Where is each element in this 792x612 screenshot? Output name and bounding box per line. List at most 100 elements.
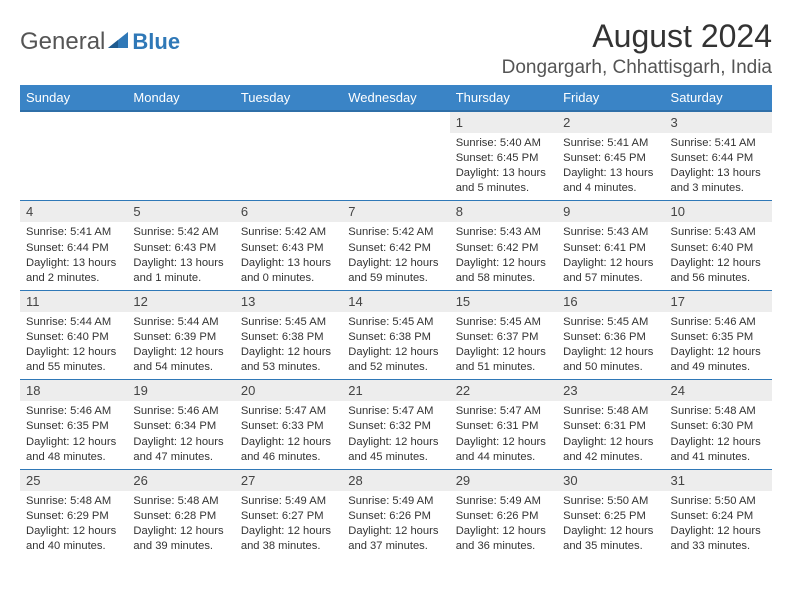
day-details: Sunrise: 5:44 AMSunset: 6:39 PMDaylight:… <box>127 312 234 379</box>
brand-name-a: General <box>20 28 105 56</box>
calendar-day-cell: 31Sunrise: 5:50 AMSunset: 6:24 PMDayligh… <box>665 469 772 558</box>
location-text: Dongargarh, Chhattisgarh, India <box>502 57 772 79</box>
weekday-header: Monday <box>127 85 234 111</box>
calendar-day-cell: 9Sunrise: 5:43 AMSunset: 6:41 PMDaylight… <box>557 201 664 290</box>
calendar-day-cell: 15Sunrise: 5:45 AMSunset: 6:37 PMDayligh… <box>450 290 557 379</box>
weekday-header: Sunday <box>20 85 127 111</box>
calendar-day-cell: 18Sunrise: 5:46 AMSunset: 6:35 PMDayligh… <box>20 380 127 469</box>
brand-triangle-icon <box>108 31 130 54</box>
calendar-day-cell: 21Sunrise: 5:47 AMSunset: 6:32 PMDayligh… <box>342 380 449 469</box>
day-details: Sunrise: 5:45 AMSunset: 6:36 PMDaylight:… <box>557 312 664 379</box>
calendar-table: SundayMondayTuesdayWednesdayThursdayFrid… <box>20 85 772 558</box>
day-number: 5 <box>127 201 234 222</box>
day-details: Sunrise: 5:41 AMSunset: 6:44 PMDaylight:… <box>20 222 127 289</box>
day-details: Sunrise: 5:43 AMSunset: 6:40 PMDaylight:… <box>665 222 772 289</box>
day-number: 28 <box>342 470 449 491</box>
day-details: Sunrise: 5:43 AMSunset: 6:41 PMDaylight:… <box>557 222 664 289</box>
day-number: 1 <box>450 112 557 133</box>
day-number: 4 <box>20 201 127 222</box>
day-number: 17 <box>665 291 772 312</box>
calendar-day-cell: 28Sunrise: 5:49 AMSunset: 6:26 PMDayligh… <box>342 469 449 558</box>
day-details: Sunrise: 5:46 AMSunset: 6:35 PMDaylight:… <box>665 312 772 379</box>
calendar-body: 1Sunrise: 5:40 AMSunset: 6:45 PMDaylight… <box>20 111 772 558</box>
day-number: 29 <box>450 470 557 491</box>
day-details: Sunrise: 5:46 AMSunset: 6:35 PMDaylight:… <box>20 401 127 468</box>
day-number: 8 <box>450 201 557 222</box>
day-number: 15 <box>450 291 557 312</box>
calendar-day-cell: 30Sunrise: 5:50 AMSunset: 6:25 PMDayligh… <box>557 469 664 558</box>
day-details: Sunrise: 5:40 AMSunset: 6:45 PMDaylight:… <box>450 133 557 200</box>
calendar-day-cell: 2Sunrise: 5:41 AMSunset: 6:45 PMDaylight… <box>557 111 664 201</box>
weekday-header: Tuesday <box>235 85 342 111</box>
calendar-day-cell: 4Sunrise: 5:41 AMSunset: 6:44 PMDaylight… <box>20 201 127 290</box>
day-details: Sunrise: 5:47 AMSunset: 6:32 PMDaylight:… <box>342 401 449 468</box>
day-details: Sunrise: 5:48 AMSunset: 6:28 PMDaylight:… <box>127 491 234 558</box>
day-details: Sunrise: 5:43 AMSunset: 6:42 PMDaylight:… <box>450 222 557 289</box>
calendar-day-cell: 24Sunrise: 5:48 AMSunset: 6:30 PMDayligh… <box>665 380 772 469</box>
calendar-week-row: 4Sunrise: 5:41 AMSunset: 6:44 PMDaylight… <box>20 201 772 290</box>
day-details: Sunrise: 5:45 AMSunset: 6:38 PMDaylight:… <box>342 312 449 379</box>
calendar-day-cell: 14Sunrise: 5:45 AMSunset: 6:38 PMDayligh… <box>342 290 449 379</box>
day-details: Sunrise: 5:45 AMSunset: 6:38 PMDaylight:… <box>235 312 342 379</box>
weekday-header: Saturday <box>665 85 772 111</box>
day-number: 24 <box>665 380 772 401</box>
calendar-day-cell: 26Sunrise: 5:48 AMSunset: 6:28 PMDayligh… <box>127 469 234 558</box>
day-details: Sunrise: 5:41 AMSunset: 6:45 PMDaylight:… <box>557 133 664 200</box>
day-details: Sunrise: 5:47 AMSunset: 6:31 PMDaylight:… <box>450 401 557 468</box>
day-number: 14 <box>342 291 449 312</box>
day-number: 16 <box>557 291 664 312</box>
day-number: 11 <box>20 291 127 312</box>
day-number: 9 <box>557 201 664 222</box>
title-block: August 2024 Dongargarh, Chhattisgarh, In… <box>502 18 772 79</box>
weekday-header: Thursday <box>450 85 557 111</box>
day-number: 23 <box>557 380 664 401</box>
day-details: Sunrise: 5:41 AMSunset: 6:44 PMDaylight:… <box>665 133 772 200</box>
header: General Blue August 2024 Dongargarh, Chh… <box>20 18 772 79</box>
day-number: 19 <box>127 380 234 401</box>
day-details: Sunrise: 5:42 AMSunset: 6:43 PMDaylight:… <box>127 222 234 289</box>
day-details: Sunrise: 5:49 AMSunset: 6:27 PMDaylight:… <box>235 491 342 558</box>
calendar-day-cell: 20Sunrise: 5:47 AMSunset: 6:33 PMDayligh… <box>235 380 342 469</box>
calendar-day-cell: 1Sunrise: 5:40 AMSunset: 6:45 PMDaylight… <box>450 111 557 201</box>
day-number: 30 <box>557 470 664 491</box>
brand-name-b: Blue <box>132 29 180 54</box>
calendar-day-cell: 19Sunrise: 5:46 AMSunset: 6:34 PMDayligh… <box>127 380 234 469</box>
day-details: Sunrise: 5:46 AMSunset: 6:34 PMDaylight:… <box>127 401 234 468</box>
day-number: 10 <box>665 201 772 222</box>
day-number: 7 <box>342 201 449 222</box>
calendar-day-cell: 27Sunrise: 5:49 AMSunset: 6:27 PMDayligh… <box>235 469 342 558</box>
day-number: 2 <box>557 112 664 133</box>
day-number: 12 <box>127 291 234 312</box>
calendar-day-cell: 3Sunrise: 5:41 AMSunset: 6:44 PMDaylight… <box>665 111 772 201</box>
day-details: Sunrise: 5:42 AMSunset: 6:43 PMDaylight:… <box>235 222 342 289</box>
calendar-day-cell: 11Sunrise: 5:44 AMSunset: 6:40 PMDayligh… <box>20 290 127 379</box>
day-number: 21 <box>342 380 449 401</box>
calendar-day-cell: 13Sunrise: 5:45 AMSunset: 6:38 PMDayligh… <box>235 290 342 379</box>
calendar-day-cell: 16Sunrise: 5:45 AMSunset: 6:36 PMDayligh… <box>557 290 664 379</box>
weekday-header: Friday <box>557 85 664 111</box>
calendar-day-cell: 7Sunrise: 5:42 AMSunset: 6:42 PMDaylight… <box>342 201 449 290</box>
day-details: Sunrise: 5:50 AMSunset: 6:25 PMDaylight:… <box>557 491 664 558</box>
day-number: 25 <box>20 470 127 491</box>
calendar-week-row: 18Sunrise: 5:46 AMSunset: 6:35 PMDayligh… <box>20 380 772 469</box>
day-number: 18 <box>20 380 127 401</box>
day-number: 26 <box>127 470 234 491</box>
day-details: Sunrise: 5:44 AMSunset: 6:40 PMDaylight:… <box>20 312 127 379</box>
day-details: Sunrise: 5:47 AMSunset: 6:33 PMDaylight:… <box>235 401 342 468</box>
calendar-week-row: 25Sunrise: 5:48 AMSunset: 6:29 PMDayligh… <box>20 469 772 558</box>
day-number: 20 <box>235 380 342 401</box>
calendar-week-row: 11Sunrise: 5:44 AMSunset: 6:40 PMDayligh… <box>20 290 772 379</box>
day-details: Sunrise: 5:45 AMSunset: 6:37 PMDaylight:… <box>450 312 557 379</box>
calendar-header: SundayMondayTuesdayWednesdayThursdayFrid… <box>20 85 772 111</box>
day-details: Sunrise: 5:48 AMSunset: 6:30 PMDaylight:… <box>665 401 772 468</box>
brand-logo: General Blue <box>20 18 180 56</box>
day-number: 31 <box>665 470 772 491</box>
calendar-day-cell: 10Sunrise: 5:43 AMSunset: 6:40 PMDayligh… <box>665 201 772 290</box>
month-title: August 2024 <box>502 18 772 55</box>
day-number: 6 <box>235 201 342 222</box>
day-details: Sunrise: 5:50 AMSunset: 6:24 PMDaylight:… <box>665 491 772 558</box>
calendar-day-cell: 22Sunrise: 5:47 AMSunset: 6:31 PMDayligh… <box>450 380 557 469</box>
day-details: Sunrise: 5:48 AMSunset: 6:31 PMDaylight:… <box>557 401 664 468</box>
calendar-day-cell <box>342 111 449 201</box>
calendar-day-cell: 6Sunrise: 5:42 AMSunset: 6:43 PMDaylight… <box>235 201 342 290</box>
